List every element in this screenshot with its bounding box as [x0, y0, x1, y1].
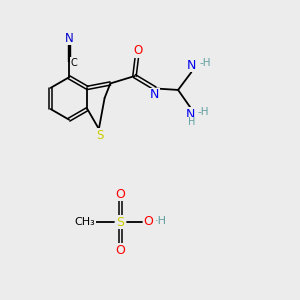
Text: N: N: [187, 59, 196, 72]
Text: CH₃: CH₃: [75, 217, 96, 227]
Text: O: O: [116, 244, 125, 256]
Text: N: N: [150, 88, 159, 101]
Text: -H: -H: [197, 107, 208, 117]
Text: S: S: [97, 129, 104, 142]
Text: N: N: [186, 108, 195, 121]
Text: O: O: [116, 188, 125, 201]
Text: ·H: ·H: [155, 216, 167, 226]
Text: N: N: [65, 32, 74, 45]
Text: H: H: [188, 117, 195, 127]
Text: H: H: [200, 59, 208, 69]
Text: -H: -H: [200, 58, 211, 68]
Text: N: N: [187, 59, 196, 72]
Text: O: O: [144, 215, 154, 228]
Text: S: S: [117, 216, 124, 229]
Text: C: C: [71, 58, 77, 68]
Text: O: O: [134, 44, 143, 57]
